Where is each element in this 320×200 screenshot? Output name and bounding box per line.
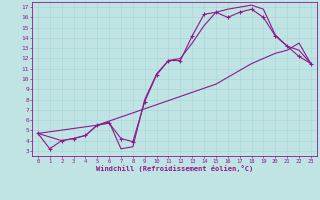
X-axis label: Windchill (Refroidissement éolien,°C): Windchill (Refroidissement éolien,°C) <box>96 165 253 172</box>
